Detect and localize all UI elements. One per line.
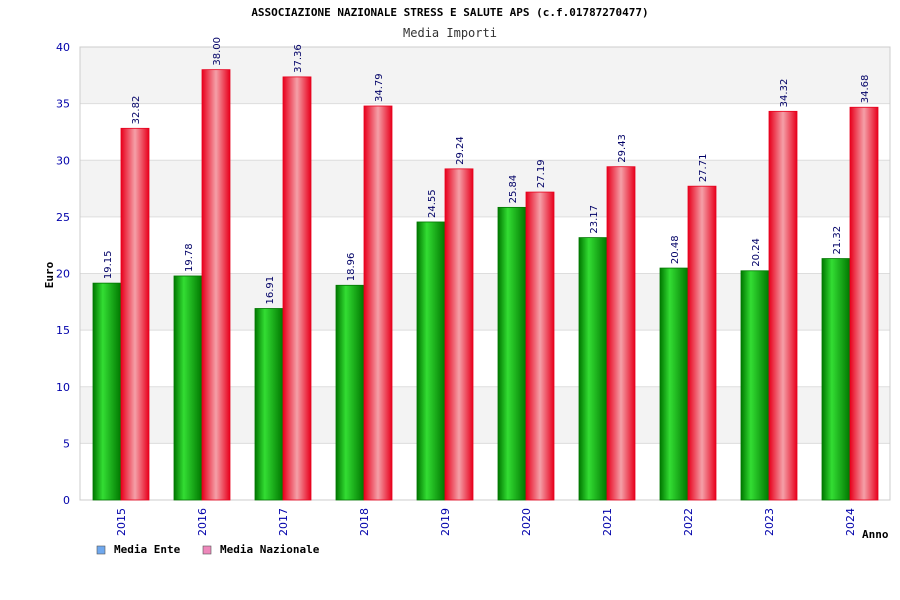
value-label-ente: 19.78 [184,243,195,272]
x-tick-label: 2020 [520,508,533,536]
x-tick-label: 2018 [358,508,371,536]
bar-media-nazionale [282,76,312,501]
bar-media-ente [578,237,608,501]
bar-media-nazionale [687,185,717,501]
y-tick-label: 25 [56,211,70,224]
bar-media-nazionale [606,166,636,501]
value-label-nazionale: 32.82 [131,96,142,125]
x-tick-label: 2017 [277,508,290,536]
x-tick-label: 2022 [682,508,695,536]
bar-media-ente [254,308,284,501]
y-axis-ticks: 0 5 10 15 20 25 30 35 40 [56,41,70,507]
y-tick-label: 30 [56,154,70,167]
bar-media-nazionale [525,191,555,501]
value-label-ente: 21.32 [832,226,843,255]
x-tick-label: 2019 [439,508,452,536]
bar-media-ente [416,221,446,501]
y-tick-label: 40 [56,41,70,54]
x-tick-label: 2024 [844,508,857,536]
bar-media-ente [497,206,527,501]
value-label-ente: 23.17 [589,205,600,234]
plot-frame [79,46,891,501]
background-band [80,47,890,104]
value-label-ente: 16.91 [265,276,276,305]
value-label-ente: 20.48 [670,235,681,264]
x-tick-label: 2023 [763,508,776,536]
y-axis-label: Euro [43,261,56,288]
value-label-nazionale: 34.79 [374,73,385,102]
value-label-ente: 20.24 [751,238,762,267]
legend-swatch-ente [96,545,106,555]
bar-media-ente [659,267,689,501]
bar-media-nazionale [363,105,393,501]
value-label-ente: 25.84 [508,175,519,204]
value-label-nazionale: 38.00 [212,37,223,66]
value-label-nazionale: 29.43 [617,134,628,163]
value-label-nazionale: 34.68 [860,75,871,104]
y-tick-label: 20 [56,268,70,281]
y-tick-label: 0 [63,494,70,507]
value-label-nazionale: 34.32 [779,79,790,108]
bar-media-nazionale [444,168,474,501]
bar-media-nazionale [120,127,150,501]
background-band [80,160,890,217]
value-label-nazionale: 29.24 [455,136,466,165]
x-tick-label: 2021 [601,508,614,536]
y-tick-label: 35 [56,98,70,111]
bar-media-nazionale [849,106,879,501]
bar-media-ente [92,282,122,501]
legend-label-ente: Media Ente [114,543,181,556]
value-label-nazionale: 27.19 [536,159,547,188]
value-label-nazionale: 37.36 [293,44,304,73]
chart-subtitle: Media Importi [403,26,497,40]
legend: Media Ente Media Nazionale [96,543,320,556]
x-axis-label: Anno [862,528,889,541]
y-tick-label: 15 [56,324,70,337]
bar-media-ente [173,275,203,501]
value-label-ente: 19.15 [103,250,114,279]
legend-label-nazionale: Media Nazionale [220,543,320,556]
value-label-ente: 18.96 [346,253,357,282]
legend-swatch-nazionale [202,545,212,555]
chart-title: ASSOCIAZIONE NAZIONALE STRESS E SALUTE A… [251,6,648,19]
y-tick-label: 5 [63,437,70,450]
x-tick-label: 2015 [115,508,128,536]
value-labels: 19.15 32.82 19.78 38.00 16.91 37.36 18.96 34.79… [103,37,871,304]
x-axis-ticks: 2015 2016 2017 2018 2019 2020 2021 2022 2023 2024 [115,508,857,536]
y-tick-label: 10 [56,381,70,394]
bar-media-ente [821,258,851,501]
value-label-nazionale: 27.71 [698,154,709,183]
bar-media-nazionale [201,69,231,501]
bar-media-ente [335,284,365,501]
x-tick-label: 2016 [196,508,209,536]
bar-media-nazionale [768,110,798,501]
bar-media-ente [740,270,770,501]
bar-series [92,69,879,501]
value-label-ente: 24.55 [427,189,438,218]
